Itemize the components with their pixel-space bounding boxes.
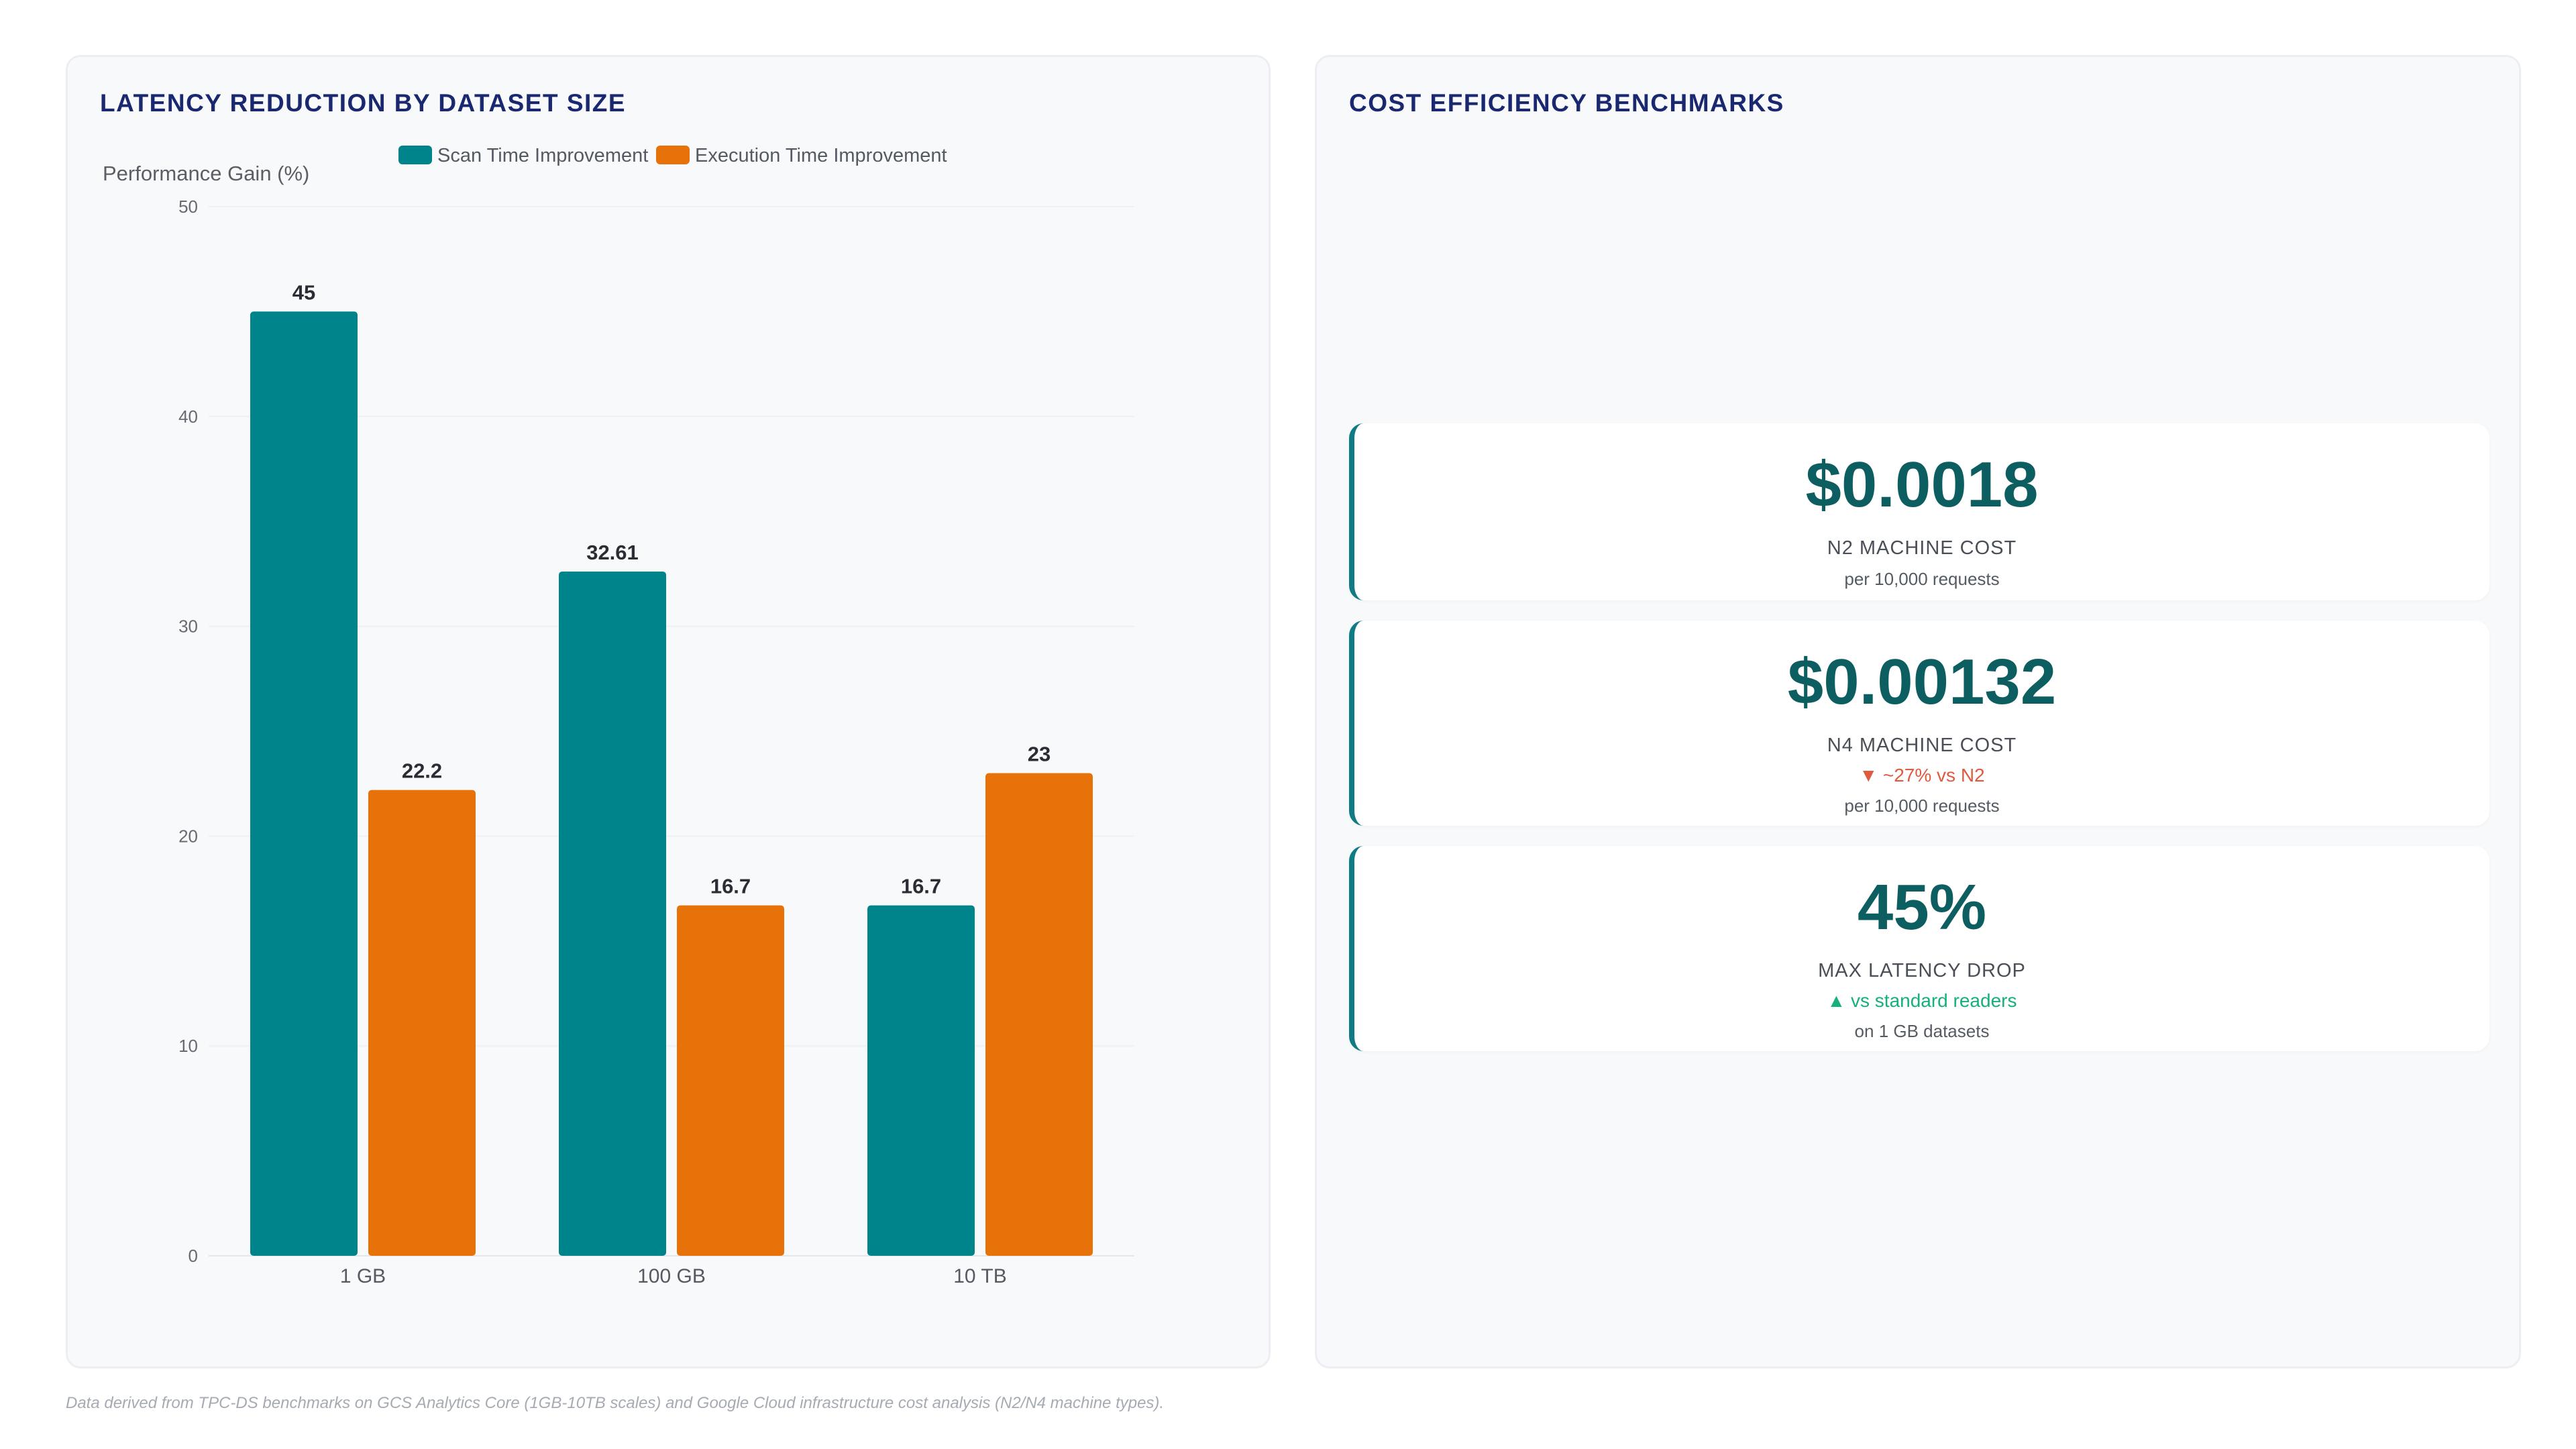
n4-cost-unit: per 10,000 requests — [1844, 796, 2000, 816]
data-source-footnote: Data derived from TPC-DS benchmarks on G… — [66, 1394, 1165, 1412]
legend-swatch-execution — [656, 146, 690, 164]
latency-chart-title: LATENCY REDUCTION BY DATASET SIZE — [100, 89, 627, 117]
n4-cost-delta: ▼ ~27% vs N2 — [1859, 765, 1985, 786]
max-latency-context: on 1 GB datasets — [1854, 1021, 1990, 1041]
n2-cost-value: $0.0018 — [1805, 449, 2039, 521]
cost-efficiency-panel: COST EFFICIENCY BENCHMARKS $0.0018 N2 MA… — [1315, 55, 2521, 1368]
data-label-execution: 16.7 — [710, 875, 751, 898]
n2-cost-unit: per 10,000 requests — [1844, 569, 2000, 589]
y-tick-label: 30 — [178, 616, 198, 637]
n4-cost-value: $0.00132 — [1787, 646, 2057, 718]
y-tick-label: 20 — [178, 826, 198, 846]
latency-bar-chart: 0 10 20 30 40 50 Performance Gain (%) Scan Time… — [103, 145, 1134, 1287]
n4-cost-label: N4 MACHINE COST — [1827, 735, 2017, 756]
legend-label-execution: Execution Time Improvement — [695, 145, 947, 166]
bar-execution — [677, 905, 784, 1256]
data-label-scan: 32.61 — [586, 541, 639, 564]
y-axis-label: Performance Gain (%) — [103, 162, 309, 185]
data-label-execution: 23 — [1028, 743, 1051, 766]
stat-card-n4-cost: $0.00132 N4 MACHINE COST ▼ ~27% vs N2 pe… — [1349, 621, 2489, 826]
latency-chart-panel: LATENCY REDUCTION BY DATASET SIZE 0 10 20 3… — [66, 55, 1271, 1368]
bar-execution — [985, 773, 1093, 1256]
max-latency-delta: ▲ vs standard readers — [1827, 990, 2017, 1011]
stat-card-n2-cost: $0.0018 N2 MACHINE COST per 10,000 reque… — [1349, 423, 2489, 600]
data-label-scan: 16.7 — [901, 875, 941, 898]
data-label-execution: 22.2 — [402, 759, 442, 783]
cost-efficiency-title: COST EFFICIENCY BENCHMARKS — [1349, 89, 1784, 117]
y-tick-label: 40 — [178, 407, 198, 427]
data-label-scan: 45 — [292, 280, 315, 304]
y-tick-label: 10 — [178, 1036, 198, 1056]
bar-scan — [250, 311, 358, 1256]
y-tick-label: 0 — [189, 1246, 198, 1266]
x-tick-label: 100 GB — [637, 1265, 706, 1287]
x-tick-label: 10 TB — [953, 1265, 1007, 1287]
bar-scan — [559, 571, 666, 1256]
bar-scan — [867, 905, 975, 1256]
bar-execution — [368, 790, 476, 1256]
max-latency-label: MAX LATENCY DROP — [1818, 960, 2026, 981]
y-tick-label: 50 — [178, 197, 198, 217]
legend-swatch-scan — [398, 146, 432, 164]
legend-label-scan: Scan Time Improvement — [437, 145, 648, 166]
max-latency-value: 45% — [1857, 871, 1987, 943]
n2-cost-label: N2 MACHINE COST — [1827, 537, 2017, 559]
stat-card-max-latency: 45% MAX LATENCY DROP ▲ vs standard reade… — [1349, 846, 2489, 1051]
x-tick-label: 1 GB — [340, 1265, 386, 1287]
